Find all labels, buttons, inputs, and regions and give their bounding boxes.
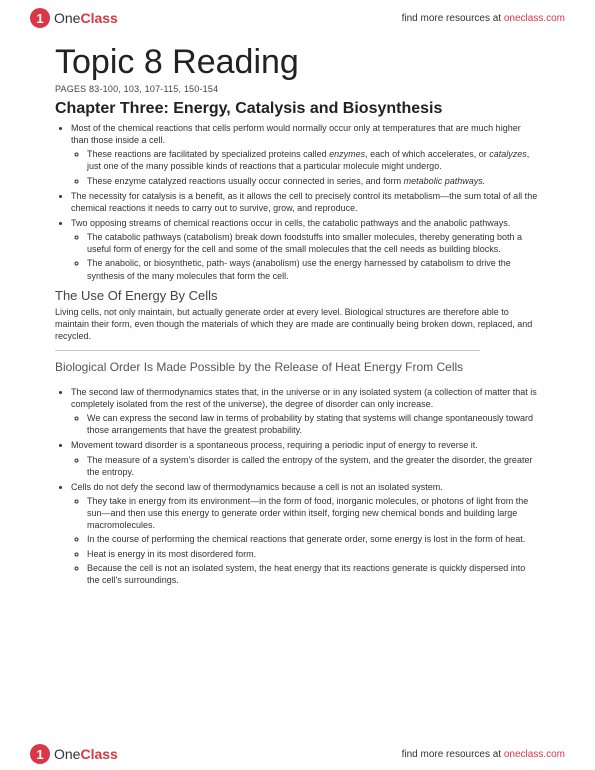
list-item: These enzyme catalyzed reactions usually… [87, 175, 540, 187]
list-item: The necessity for catalysis is a benefit… [71, 190, 540, 214]
text: Cells do not defy the second law of ther… [71, 482, 443, 492]
footer-link-text: find more resources at oneclass.com [402, 749, 565, 760]
list-item: Two opposing streams of chemical reactio… [71, 217, 540, 282]
list-item: Cells do not defy the second law of ther… [71, 481, 540, 586]
logo-icon: 1 [30, 744, 50, 764]
list-item: The catabolic pathways (catabolism) brea… [87, 231, 540, 255]
section-heading-bio-order: Biological Order Is Made Possible by the… [55, 359, 540, 376]
text: Movement toward disorder is a spontaneou… [71, 440, 478, 450]
logo-class: Class [80, 746, 117, 762]
page-title: Topic 8 Reading [55, 43, 540, 82]
list-item: In the course of performing the chemical… [87, 533, 540, 545]
paragraph: Living cells, not only maintain, but act… [55, 306, 540, 342]
logo-text: OneClass [54, 746, 118, 762]
header-link-text: find more resources at oneclass.com [402, 13, 565, 24]
em: catalyzes [489, 149, 527, 159]
list-item: Most of the chemical reactions that cell… [71, 122, 540, 187]
oneclass-link[interactable]: oneclass.com [504, 13, 565, 24]
em: enzymes [329, 149, 365, 159]
chapter-heading: Chapter Three: Energy, Catalysis and Bio… [55, 100, 540, 118]
page-header: 1 OneClass find more resources at onecla… [0, 0, 595, 33]
text: , each of which accelerates, or [365, 149, 489, 159]
logo-one: One [54, 10, 80, 26]
pages-line: PAGES 83-100, 103, 107-115, 150-154 [55, 84, 540, 94]
logo-text: OneClass [54, 10, 118, 26]
page-content: Topic 8 Reading PAGES 83-100, 103, 107-1… [0, 33, 595, 599]
list-item: These reactions are facilitated by speci… [87, 148, 540, 172]
text: These enzyme catalyzed reactions usually… [87, 176, 404, 186]
page-footer: 1 OneClass find more resources at onecla… [0, 744, 595, 764]
text: The second law of thermodynamics states … [71, 387, 537, 409]
logo: 1 OneClass [30, 8, 118, 28]
list-item: Movement toward disorder is a spontaneou… [71, 439, 540, 477]
link-prefix: find more resources at [402, 749, 504, 760]
list-item: The second law of thermodynamics states … [71, 386, 540, 437]
text: Most of the chemical reactions that cell… [71, 123, 521, 145]
logo-one: One [54, 746, 80, 762]
footer-logo: 1 OneClass [30, 744, 118, 764]
logo-icon: 1 [30, 8, 50, 28]
text: These reactions are facilitated by speci… [87, 149, 329, 159]
list-item: We can express the second law in terms o… [87, 412, 540, 436]
logo-class: Class [80, 10, 117, 26]
list-item: The anabolic, or biosynthetic, path- way… [87, 257, 540, 281]
list-item: Because the cell is not an isolated syst… [87, 562, 540, 586]
em: metabolic pathways. [404, 176, 486, 186]
oneclass-link[interactable]: oneclass.com [504, 749, 565, 760]
text: Two opposing streams of chemical reactio… [71, 218, 510, 228]
list-item: The measure of a system's disorder is ca… [87, 454, 540, 478]
section-heading-use: The Use Of Energy By Cells [55, 288, 540, 303]
divider [55, 350, 480, 351]
bullet-list-2: The second law of thermodynamics states … [55, 386, 540, 586]
link-prefix: find more resources at [402, 13, 504, 24]
list-item: They take in energy from its environment… [87, 495, 540, 531]
bullet-list-1: Most of the chemical reactions that cell… [55, 122, 540, 282]
list-item: Heat is energy in its most disordered fo… [87, 548, 540, 560]
